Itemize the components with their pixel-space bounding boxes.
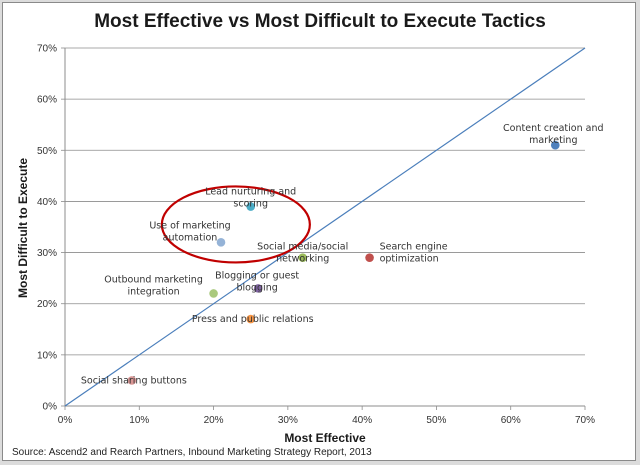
x-axis-title: Most Effective: [284, 431, 366, 445]
tick-labels: 0% 10% 20% 30% 40% 50% 60% 70% 0% 10% 20% 30% 40% 50%…: [37, 44, 595, 427]
data-point: [253, 284, 263, 293]
point-label: automation: [163, 232, 218, 243]
point-label: scoring: [233, 199, 268, 210]
gridlines: [65, 47, 585, 356]
points-group: [127, 140, 560, 385]
y-tick-label: 70%: [37, 44, 57, 55]
highlight-group: [160, 185, 311, 264]
point-label: optimization: [380, 254, 439, 265]
highlight-ellipse: [160, 185, 311, 264]
y-tick-label: 0%: [43, 402, 58, 413]
point-label: marketing: [529, 135, 577, 146]
chart-title: Most Effective vs Most Difficult to Exec…: [94, 11, 546, 32]
y-tick-label: 20%: [37, 299, 57, 310]
point-label: Press and public relations: [192, 314, 314, 325]
data-point: [246, 314, 256, 324]
point-label: Outbound marketing: [104, 274, 203, 285]
point-label: networking: [276, 254, 329, 265]
x-tick-label: 40%: [352, 415, 372, 426]
y-tick-label: 50%: [37, 146, 57, 157]
data-point: [550, 140, 560, 150]
point-label: Content creation and: [503, 123, 603, 134]
y-tick-label: 10%: [37, 350, 57, 361]
x-tick-label: 70%: [575, 415, 595, 426]
y-tick-label: 60%: [37, 95, 57, 106]
x-tick-label: 10%: [129, 415, 149, 426]
data-point: [216, 238, 226, 247]
x-tick-label: 60%: [501, 415, 521, 426]
x-tick-label: 50%: [426, 415, 446, 426]
reference-line-group: [64, 47, 586, 407]
point-label: Lead nurturing and: [205, 187, 296, 198]
point-label: Social media/social: [257, 242, 348, 253]
data-point: [365, 253, 374, 262]
x-tick-label: 30%: [278, 415, 298, 426]
data-point: [246, 202, 256, 211]
y-axis-title: Most Difficult to Execute: [16, 158, 30, 298]
y-tick-label: 40%: [37, 197, 57, 208]
x-tick-label: 20%: [204, 415, 224, 426]
point-label: integration: [127, 286, 179, 297]
point-label: Search engine: [380, 242, 448, 253]
data-point: [127, 376, 137, 385]
source-note: Source: Ascend2 and Rearch Partners, Inb…: [12, 447, 372, 458]
data-point: [209, 289, 218, 298]
point-label: blogging: [237, 282, 278, 293]
data-point: [298, 253, 308, 262]
point-label: Use of marketing: [149, 220, 230, 231]
reference-line: [64, 47, 586, 407]
y-tick-label: 30%: [37, 248, 57, 259]
point-label: Social sharing buttons: [81, 375, 187, 386]
x-tick-label: 0%: [58, 415, 73, 426]
point-label: Blogging or guest: [215, 270, 299, 281]
axes: [61, 47, 586, 410]
